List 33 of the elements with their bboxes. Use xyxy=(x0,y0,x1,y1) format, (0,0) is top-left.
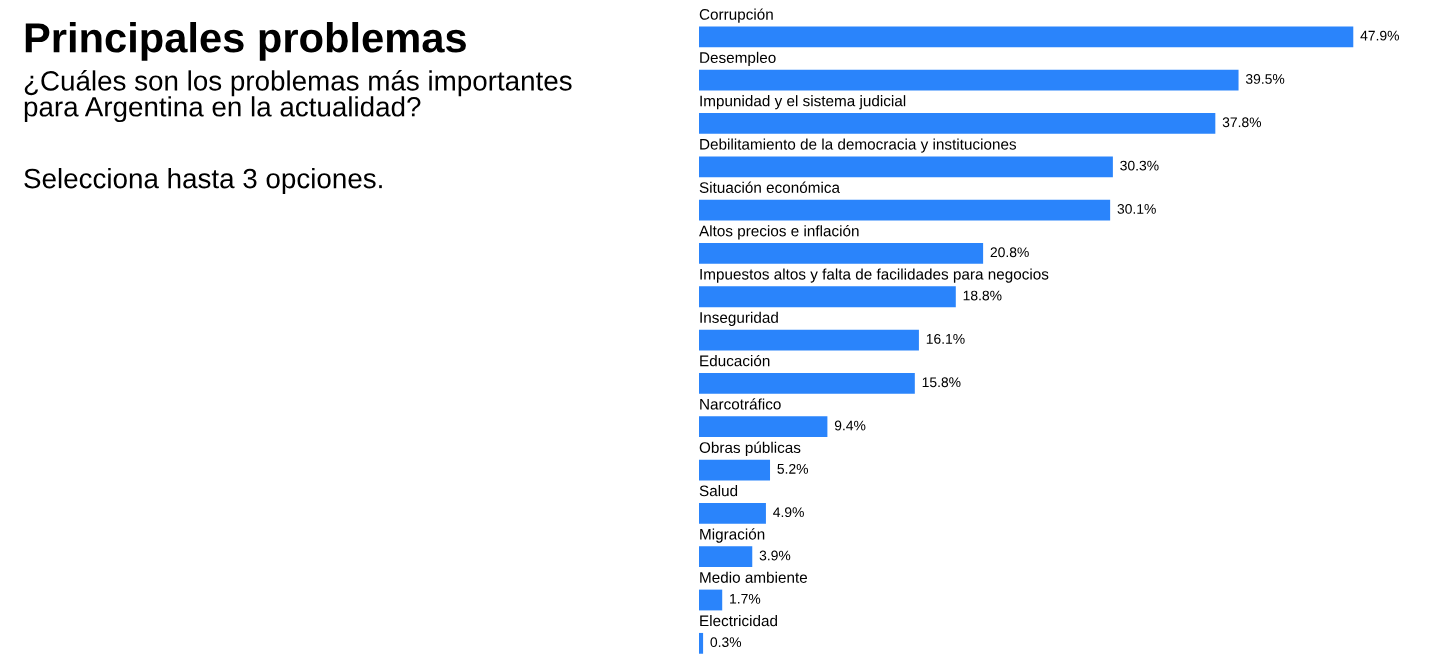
y-tick-label: Desempleo xyxy=(700,51,776,67)
data-label: 5.2% xyxy=(777,463,809,474)
data-label: 18.8% xyxy=(963,290,1002,301)
data-label: 0.3% xyxy=(710,637,742,648)
y-tick-label: Impunidad y el sistema judicial xyxy=(700,95,906,110)
text: ¿Cuáles son los problemas más importantes para Argentina en la actualidad? xyxy=(24,70,572,123)
data-label: 30.1% xyxy=(1117,204,1156,214)
text: Selecciona hasta 3 opciones. xyxy=(24,168,382,194)
y-tick-label: Inseguridad xyxy=(700,311,778,326)
y-tick-label: Corrupción xyxy=(699,8,773,23)
y-tick-label: Salud xyxy=(699,485,738,497)
y-tick-label: Narcotráfico xyxy=(700,398,781,410)
data-label: 3.9% xyxy=(759,550,791,561)
text: Principales problemas xyxy=(25,22,466,61)
y-tick-label: Electricidad xyxy=(700,614,777,627)
data-label: 4.9% xyxy=(773,507,804,518)
data-label: 20.8% xyxy=(990,247,1029,258)
data-label: 37.8% xyxy=(1222,117,1262,128)
y-tick-label: Impuestos altos y falta de facilidades para negocios xyxy=(700,268,1049,283)
data-label: 9.4% xyxy=(834,420,866,431)
y-tick-label: Obras públicas xyxy=(699,441,801,457)
data-label: 47.9% xyxy=(1360,30,1399,41)
data-label: 39.5% xyxy=(1245,74,1285,84)
y-tick-label: Altos precios e inflación xyxy=(699,225,859,240)
y-tick-label: Educación xyxy=(700,354,770,367)
data-label: 16.1% xyxy=(926,333,965,344)
y-tick-label: Migración xyxy=(700,528,765,543)
y-tick-label: Situación económica xyxy=(699,181,840,193)
data-label: 15.8% xyxy=(922,377,961,388)
y-tick-label: Medio ambiente xyxy=(700,571,808,583)
data-label: 30.3% xyxy=(1120,160,1159,171)
data-label: 1.7% xyxy=(730,593,761,604)
y-tick-label: Debilitamiento de la democracia y instituciones xyxy=(700,138,1017,153)
